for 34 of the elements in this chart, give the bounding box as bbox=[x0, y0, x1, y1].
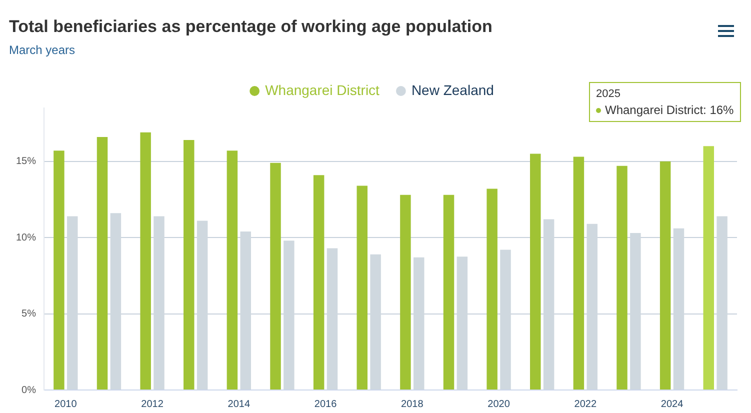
chart-title: Total beneficiaries as percentage of working age population bbox=[9, 17, 492, 37]
bar bbox=[356, 186, 368, 390]
bar bbox=[400, 194, 411, 390]
bar bbox=[226, 150, 238, 390]
y-tick-label: 10% bbox=[16, 232, 36, 244]
y-tick-label: 0% bbox=[22, 384, 36, 396]
bar bbox=[140, 132, 151, 390]
x-tick-label: 2022 bbox=[574, 398, 597, 410]
x-tick-label: 2020 bbox=[488, 398, 510, 410]
bar bbox=[486, 188, 498, 390]
bar bbox=[616, 166, 628, 390]
bar bbox=[703, 146, 714, 390]
text: 2025 bbox=[596, 88, 620, 100]
y-tick-label: 15% bbox=[16, 156, 36, 168]
bar bbox=[660, 161, 671, 390]
bar bbox=[313, 175, 324, 390]
bar bbox=[270, 162, 281, 390]
x-tick-label: 2010 bbox=[54, 398, 78, 410]
y-tick-label: 5% bbox=[22, 308, 36, 320]
bar bbox=[54, 150, 64, 390]
x-tick-label: 2016 bbox=[314, 398, 338, 410]
chart-subtitle: March years bbox=[9, 43, 76, 57]
legend-label: New Zealand bbox=[411, 82, 494, 98]
annotation: Whangarei District: 16% bbox=[605, 103, 734, 117]
x-tick-label: 2024 bbox=[660, 398, 684, 410]
bar bbox=[96, 136, 108, 390]
bar bbox=[443, 194, 454, 390]
x-tick-label: 2012 bbox=[141, 398, 164, 410]
bar bbox=[530, 154, 541, 390]
bar bbox=[184, 140, 194, 390]
x-tick-label: 2018 bbox=[401, 398, 424, 410]
x-tick-label: 2014 bbox=[228, 398, 250, 410]
legend-label: Whangarei District bbox=[265, 82, 380, 98]
bar bbox=[573, 156, 584, 390]
